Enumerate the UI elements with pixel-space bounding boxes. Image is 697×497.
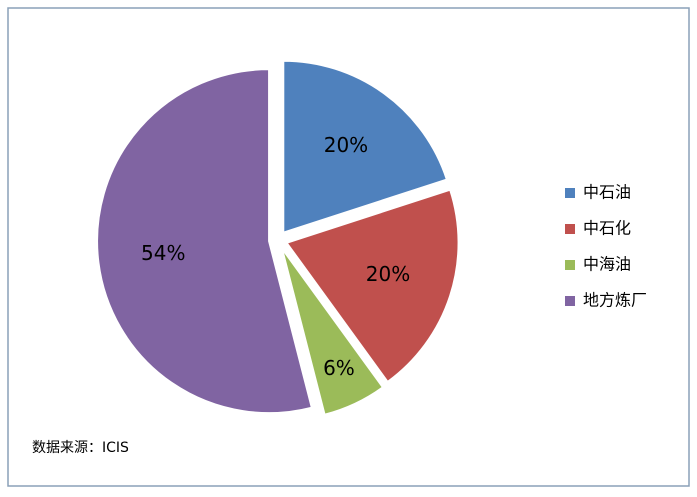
source-note: 数据来源：ICIS <box>32 440 129 456</box>
legend-swatch <box>565 224 575 234</box>
pie-slice <box>280 247 385 416</box>
value-label: 20% <box>324 133 368 157</box>
pie-slice <box>282 59 449 235</box>
legend-swatch <box>565 188 575 198</box>
pie-slice <box>96 68 314 415</box>
value-label: 54% <box>141 241 185 265</box>
legend-swatch <box>565 260 575 270</box>
legend-swatch <box>565 296 575 306</box>
value-label: 20% <box>366 262 410 286</box>
legend-label: 地方炼厂 <box>583 291 647 310</box>
legend-label: 中石油 <box>583 183 631 202</box>
value-label: 6% <box>323 356 355 380</box>
legend-label: 中海油 <box>583 255 631 274</box>
legend-label: 中石化 <box>583 219 631 238</box>
pie-slice <box>284 188 460 384</box>
